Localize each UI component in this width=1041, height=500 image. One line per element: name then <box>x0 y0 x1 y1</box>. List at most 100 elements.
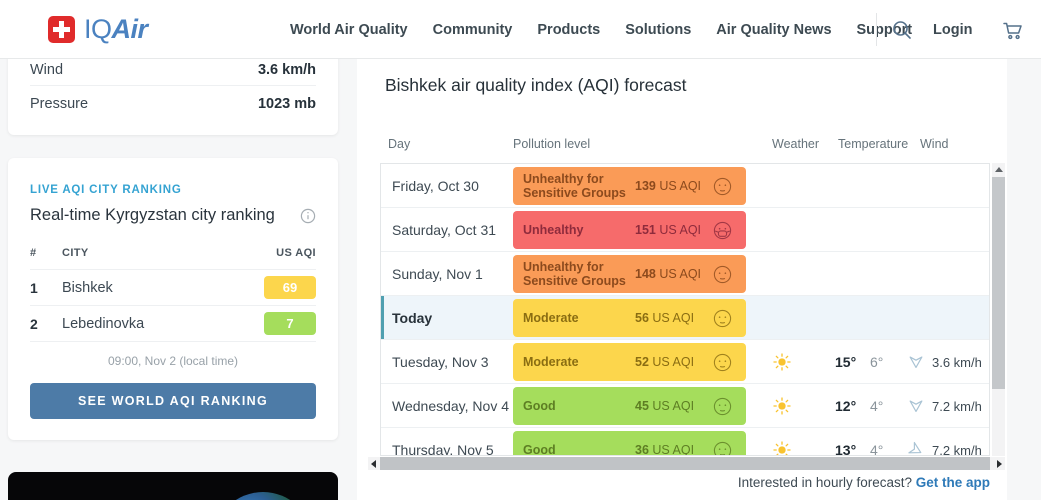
vertical-scrollbar[interactable] <box>992 163 1005 456</box>
forecast-day: Today <box>392 310 433 326</box>
wind-speed: 7.2 km/h <box>932 399 982 414</box>
scroll-up-arrow[interactable] <box>994 167 1003 172</box>
pollution-level-label: Good <box>523 442 556 456</box>
aqi-badge: 7 <box>264 312 316 335</box>
pollution-pill: Moderate 52 US AQI <box>513 343 746 381</box>
main-nav: World Air Quality Community Products Sol… <box>290 0 912 59</box>
forecast-day: Saturday, Oct 31 <box>392 222 497 238</box>
wind-direction-icon <box>909 356 923 368</box>
pollution-pill: Unhealthy for Sensitive Groups 139 US AQ… <box>513 167 746 205</box>
ranking-row-bishkek[interactable]: 1 Bishkek 69 <box>30 270 316 306</box>
face-mask-icon <box>713 221 732 239</box>
nav-products[interactable]: Products <box>537 21 601 38</box>
forecast-day: Sunday, Nov 1 <box>392 266 483 282</box>
pollution-pill: Moderate 56 US AQI <box>513 299 746 337</box>
aqi-col-header: US AQI <box>276 247 316 259</box>
cart-icon[interactable] <box>1001 18 1025 42</box>
ranking-timestamp: 09:00, Nov 2 (local time) <box>107 354 239 368</box>
aqi-value: 148 <box>635 267 656 281</box>
temp-low: 4° <box>870 442 884 456</box>
scroll-left-arrow[interactable] <box>371 459 376 468</box>
forecast-row-thursday: Thursday, Nov 5 Good 36 US AQI 13° 4° 7.… <box>381 428 989 456</box>
face-icon <box>713 177 732 195</box>
pollution-pill: Good 36 US AQI <box>513 431 746 456</box>
wind-speed: 3.6 km/h <box>932 355 982 370</box>
sun-icon <box>773 397 791 415</box>
hourly-forecast-footer: Interested in hourly forecast? Get the a… <box>738 475 990 490</box>
nav-community[interactable]: Community <box>432 21 513 38</box>
earth-globe-image <box>213 492 313 500</box>
pollution-pill: Unhealthy for Sensitive Groups 148 US AQ… <box>513 255 746 293</box>
forecast-day: Friday, Oct 30 <box>392 178 479 194</box>
nav-air-quality-news[interactable]: Air Quality News <box>716 21 832 38</box>
forecast-day: Wednesday, Nov 4 <box>392 398 509 414</box>
column-header-day: Day <box>388 137 411 151</box>
horizontal-scroll-thumb[interactable] <box>380 457 990 470</box>
aqi-value: 36 <box>635 443 649 456</box>
wind-value: 3.6 km/h <box>257 61 316 78</box>
aqi-unit: US AQI <box>652 443 695 456</box>
wind-speed: 7.2 km/h <box>932 443 982 456</box>
see-world-aqi-ranking-button[interactable]: SEE WORLD AQI RANKING <box>30 383 316 419</box>
forecast-day: Thursday, Nov 5 <box>392 442 494 456</box>
get-the-app-link[interactable]: Get the app <box>915 475 990 490</box>
pressure-label: Pressure <box>30 96 89 112</box>
horizontal-scrollbar[interactable] <box>368 457 1005 470</box>
forecast-title: Bishkek air quality index (AQI) forecast <box>385 75 687 95</box>
city-name[interactable]: Bishkek <box>62 279 113 296</box>
city-ranking-card: LIVE AQI CITY RANKING Real-time Kyrgyzst… <box>8 158 338 440</box>
city-col-header: CITY <box>62 247 89 259</box>
face-icon <box>713 441 732 455</box>
pressure-value: 1023 mb <box>257 96 316 112</box>
logo-text: IQAir <box>84 14 148 45</box>
column-header-pollution: Pollution level <box>513 137 591 151</box>
face-icon <box>713 353 732 371</box>
header: IQAir World Air Quality Community Produc… <box>0 0 1041 59</box>
ranking-table-header: # CITY US AQI <box>30 247 316 270</box>
wind-label: Wind <box>30 61 64 78</box>
wind-direction-icon <box>908 441 922 454</box>
pollution-level-label: Unhealthy for Sensitive Groups <box>523 171 626 200</box>
search-icon[interactable] <box>891 19 913 41</box>
city-name[interactable]: Lebedinovka <box>62 315 145 332</box>
scroll-right-arrow[interactable] <box>997 459 1002 468</box>
temp-high: 12° <box>835 398 857 414</box>
header-divider <box>876 13 877 46</box>
column-header-weather: Weather <box>772 137 820 151</box>
swiss-flag-icon <box>48 16 75 43</box>
temp-low: 6° <box>870 354 884 370</box>
aqi-unit: US AQI <box>659 179 702 193</box>
temp-high: 15° <box>835 354 857 370</box>
rank-number: 1 <box>30 279 38 296</box>
aqi-unit: US AQI <box>652 311 695 325</box>
aqi-value: 151 <box>635 223 656 237</box>
pressure-stat-row: Pressure 1023 mb <box>30 85 316 119</box>
forecast-row-sunday: Sunday, Nov 1 Unhealthy for Sensitive Gr… <box>381 252 989 296</box>
info-icon[interactable] <box>300 208 316 224</box>
pollution-pill: Good 45 US AQI <box>513 387 746 425</box>
aqi-badge: 69 <box>264 276 316 299</box>
map-preview-card[interactable] <box>8 472 338 500</box>
iqair-logo[interactable]: IQAir <box>48 0 148 59</box>
nav-world-air-quality[interactable]: World Air Quality <box>290 21 408 38</box>
ranking-row-lebedinovka[interactable]: 2 Lebedinovka 7 <box>30 306 316 342</box>
aqi-value: 56 <box>635 311 649 325</box>
nav-solutions[interactable]: Solutions <box>625 21 692 38</box>
aqi-unit: US AQI <box>652 355 695 369</box>
forecast-row-friday: Friday, Oct 30 Unhealthy for Sensitive G… <box>381 164 989 208</box>
pollution-level-label: Unhealthy for Sensitive Groups <box>523 259 626 288</box>
pollution-level-label: Unhealthy <box>523 222 584 237</box>
face-icon <box>713 265 732 283</box>
pollution-level-label: Moderate <box>523 354 579 369</box>
vertical-scroll-thumb[interactable] <box>992 177 1005 389</box>
live-aqi-ranking-eyebrow: LIVE AQI CITY RANKING <box>30 184 182 196</box>
aqi-unit: US AQI <box>659 267 702 281</box>
logo-iq: IQ <box>84 14 112 44</box>
aqi-value: 52 <box>635 355 649 369</box>
login-button[interactable]: Login <box>933 21 973 38</box>
forecast-row-tuesday: Tuesday, Nov 3 Moderate 52 US AQI 15° 6°… <box>381 340 989 384</box>
aqi-unit: US AQI <box>652 399 695 413</box>
nav-support[interactable]: Support <box>856 21 913 38</box>
footer-prompt: Interested in hourly forecast? <box>737 475 916 490</box>
temp-low: 4° <box>870 398 884 414</box>
